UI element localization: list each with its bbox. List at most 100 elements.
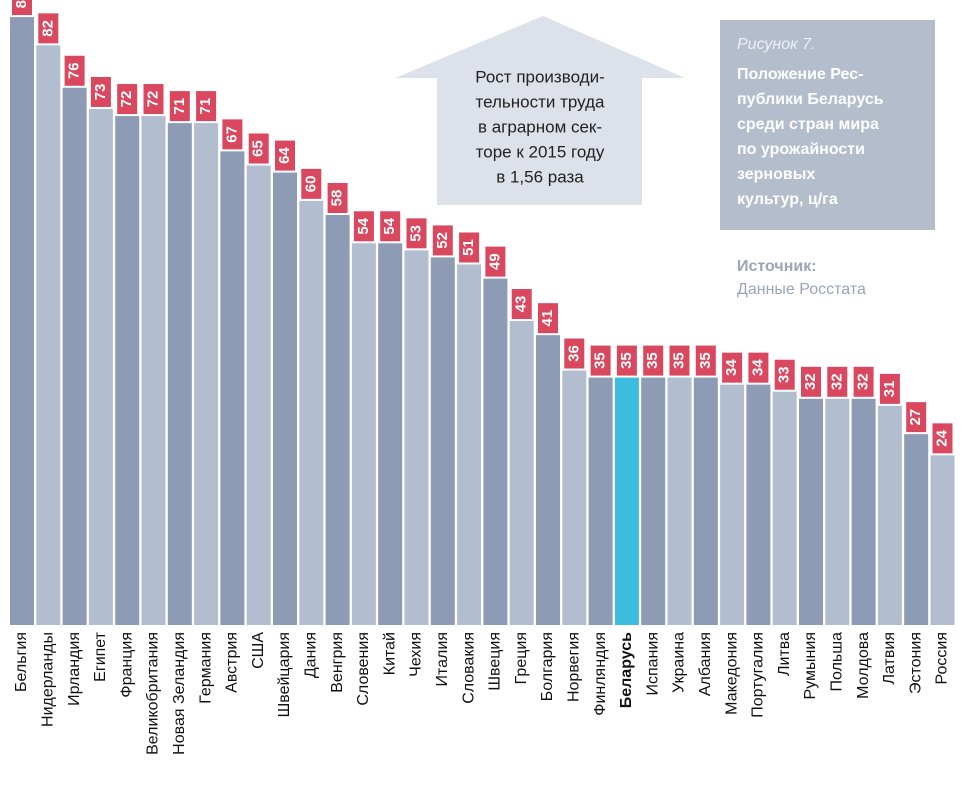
value-label: 82 [39,20,56,37]
x-tick-label: Польша [829,632,846,692]
x-tick-label: Словения [355,632,372,706]
value-label-box [248,133,269,164]
value-label-box [827,366,848,397]
value-label: 32 [828,373,845,390]
x-tick-label: Бельгия [13,632,30,692]
value-label-box [169,91,190,122]
x-tick-label: Италия [434,632,451,686]
bar [378,243,403,625]
value-label-box [669,345,690,376]
bar [220,151,245,625]
bar [825,398,850,625]
x-tick-label: Швеция [487,632,504,691]
value-label-box [616,345,637,376]
value-label: 35 [697,352,714,369]
value-label-box [222,119,243,150]
bar [141,116,166,625]
annotation-line: в аграрном сек- [478,117,602,136]
title-line: культур, ц/га [737,191,838,208]
x-tick-label: Португалия [750,632,767,718]
value-label-box [643,345,664,376]
value-label-box [432,225,453,256]
bar [404,250,429,625]
value-label: 27 [907,409,924,426]
value-label: 71 [197,98,214,115]
value-label-box [380,211,401,242]
value-label: 32 [855,373,872,390]
value-label-box [564,338,585,369]
x-tick-label: Германия [197,632,214,704]
x-tick-label: Беларусь [618,632,635,708]
value-label-box [459,232,480,263]
value-label: 65 [250,140,267,157]
bar [483,278,508,625]
value-label: 35 [670,352,687,369]
source-label: Источник: [737,258,817,275]
x-tick-label: Латвия [881,632,898,684]
bar [667,377,692,625]
x-tick-label: Новая Зеландия [171,632,188,755]
value-label: 35 [592,352,609,369]
x-tick-label: Эстония [907,632,924,694]
value-label: 54 [355,217,372,234]
x-tick-label: Испания [644,632,661,696]
annotation-line: тельности труда [476,92,606,111]
bar [430,257,455,625]
bar [325,215,350,625]
value-label: 64 [276,147,293,164]
value-label: 34 [749,359,766,376]
bar [194,123,219,625]
value-label-box [12,0,32,16]
value-label: 72 [144,91,161,108]
value-label: 76 [66,62,83,79]
x-tick-label: Китай [381,632,398,675]
value-label-box [932,423,953,454]
x-tick-label: Дания [303,632,320,678]
x-tick-label: Франция [118,632,135,698]
value-label-box [590,345,611,376]
title-line: публики Беларусь [737,91,884,108]
bar [36,45,61,625]
value-label: 24 [933,429,950,446]
x-tick-label: Греция [513,632,530,684]
value-label: 35 [618,352,635,369]
x-tick-label: Австрия [224,632,241,693]
title-box [720,20,935,230]
value-label: 34 [723,359,740,376]
value-label-box [774,359,795,390]
bar [115,116,140,625]
value-label-box [906,402,927,433]
x-tick-label: Россия [934,632,951,684]
bar [588,377,613,625]
value-label: 31 [881,381,898,398]
bar [167,123,192,625]
value-label-box [38,13,59,44]
x-tick-label: Великобритания [145,632,162,755]
x-tick-label: Албания [697,632,714,696]
bar [930,455,955,625]
x-tick-label: Венгрия [329,632,346,693]
annotation-line: в 1,56 раза [496,167,584,186]
value-label-box [879,373,900,404]
value-label-box [511,289,532,320]
x-tick-label: Македония [723,632,740,715]
bar [851,398,876,625]
bar [351,243,376,625]
value-label-box [695,345,716,376]
bar [246,165,271,625]
x-tick-label: Болгария [539,632,556,701]
value-label-box [327,183,348,213]
bar [641,377,666,625]
value-label: 72 [118,91,135,108]
value-label-box [196,91,217,122]
title-line: по урожайности [737,141,865,158]
bar [457,264,482,625]
value-label-box [275,140,295,171]
bar [273,172,297,625]
value-label-box [143,84,164,115]
x-tick-label: Швейцария [276,632,293,717]
x-tick-label: Молдова [855,632,872,699]
value-label: 49 [486,253,503,270]
bar [562,370,587,625]
